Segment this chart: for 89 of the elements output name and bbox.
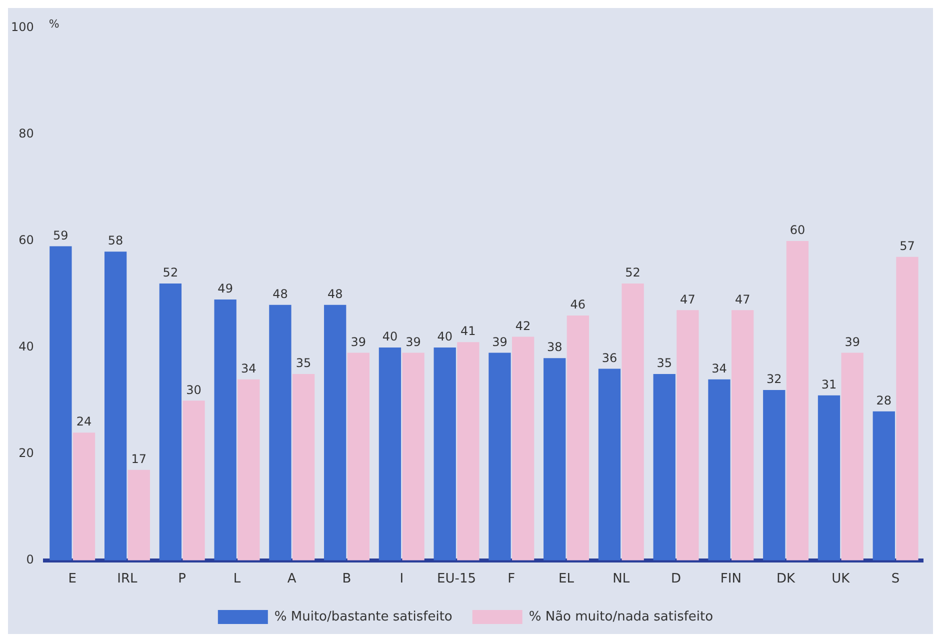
bar bbox=[378, 347, 402, 560]
data-label: 32 bbox=[766, 372, 782, 386]
bar bbox=[128, 470, 150, 560]
y-tick-label: 0 bbox=[26, 552, 34, 567]
bar bbox=[50, 246, 72, 560]
data-label: 30 bbox=[186, 382, 202, 397]
x-tick-label: F bbox=[508, 572, 516, 587]
legend-label: % Não muito/nada satisfeito bbox=[528, 609, 714, 624]
bar bbox=[512, 336, 534, 560]
y-tick-label: 40 bbox=[18, 340, 34, 354]
x-tick-label: NL bbox=[612, 572, 630, 587]
bar bbox=[402, 352, 424, 560]
data-label: 38 bbox=[546, 340, 562, 354]
x-tick-label: IRL bbox=[117, 572, 138, 587]
data-label: 49 bbox=[218, 282, 233, 296]
bar bbox=[566, 315, 590, 560]
bar bbox=[818, 395, 840, 560]
bar bbox=[653, 374, 676, 560]
bar bbox=[732, 310, 754, 560]
data-label: 39 bbox=[406, 334, 421, 349]
bar bbox=[457, 342, 480, 560]
x-tick-label: UK bbox=[832, 572, 850, 587]
bar bbox=[488, 352, 511, 560]
bar bbox=[72, 432, 96, 560]
bar bbox=[544, 358, 566, 560]
data-label: 52 bbox=[162, 266, 178, 280]
x-tick-label: DK bbox=[776, 572, 796, 587]
y-tick-label: 20 bbox=[18, 446, 34, 460]
data-label: 46 bbox=[570, 298, 586, 312]
y-tick-label: 60 bbox=[18, 233, 34, 248]
bar bbox=[214, 300, 236, 560]
bar bbox=[841, 352, 864, 560]
data-label: 58 bbox=[108, 234, 124, 248]
data-label: 28 bbox=[876, 393, 892, 408]
bar bbox=[159, 284, 182, 560]
bar bbox=[676, 310, 699, 560]
bar bbox=[872, 411, 895, 560]
x-tick-label: EU-15 bbox=[437, 572, 476, 587]
x-tick-label: EL bbox=[558, 572, 575, 587]
data-label: 60 bbox=[790, 223, 806, 238]
x-tick-label: A bbox=[287, 572, 296, 587]
x-tick-label: L bbox=[233, 572, 242, 587]
bar bbox=[622, 284, 644, 560]
bar bbox=[708, 379, 730, 560]
bar bbox=[269, 304, 292, 560]
bar bbox=[434, 347, 456, 560]
x-tick-label: I bbox=[400, 572, 404, 587]
data-label: 17 bbox=[131, 452, 147, 466]
data-label: 35 bbox=[656, 356, 672, 370]
data-label: 31 bbox=[821, 377, 837, 392]
data-label: 41 bbox=[460, 324, 476, 338]
x-tick-label: S bbox=[891, 572, 900, 587]
data-label: 52 bbox=[625, 266, 640, 280]
data-label: 47 bbox=[734, 292, 750, 306]
data-label: 34 bbox=[712, 362, 727, 376]
data-label: 39 bbox=[844, 334, 860, 349]
bar bbox=[786, 240, 809, 560]
y-tick-label: 100 bbox=[11, 20, 34, 34]
bar bbox=[598, 368, 621, 560]
x-tick-label: FIN bbox=[720, 572, 742, 587]
bar bbox=[324, 304, 346, 560]
bar bbox=[896, 256, 918, 560]
data-label: 39 bbox=[492, 334, 508, 349]
data-label: 36 bbox=[602, 350, 618, 365]
bar bbox=[104, 252, 127, 560]
bar bbox=[238, 379, 260, 560]
data-label: 59 bbox=[53, 228, 68, 242]
data-label: 48 bbox=[272, 286, 288, 301]
data-label: 42 bbox=[515, 318, 531, 333]
bar bbox=[763, 390, 786, 560]
data-label: 24 bbox=[76, 414, 92, 429]
data-label: 39 bbox=[350, 334, 366, 349]
data-label: 47 bbox=[680, 292, 696, 306]
bar bbox=[182, 400, 205, 560]
legend-label: % Muito/bastante satisfeito bbox=[274, 609, 452, 624]
data-label: 35 bbox=[296, 356, 312, 370]
data-label: 48 bbox=[327, 286, 343, 301]
data-label: 40 bbox=[382, 330, 398, 344]
y-tick-label: 80 bbox=[18, 126, 34, 141]
x-tick-label: P bbox=[178, 572, 186, 587]
x-tick-label: D bbox=[671, 572, 682, 587]
bar bbox=[347, 352, 370, 560]
y-axis-title: % bbox=[48, 17, 60, 30]
bar bbox=[292, 374, 315, 560]
x-tick-label: B bbox=[342, 572, 352, 587]
data-label: 34 bbox=[241, 362, 256, 376]
data-label: 57 bbox=[900, 239, 915, 254]
x-tick-label: E bbox=[68, 572, 76, 587]
data-label: 40 bbox=[437, 330, 452, 344]
